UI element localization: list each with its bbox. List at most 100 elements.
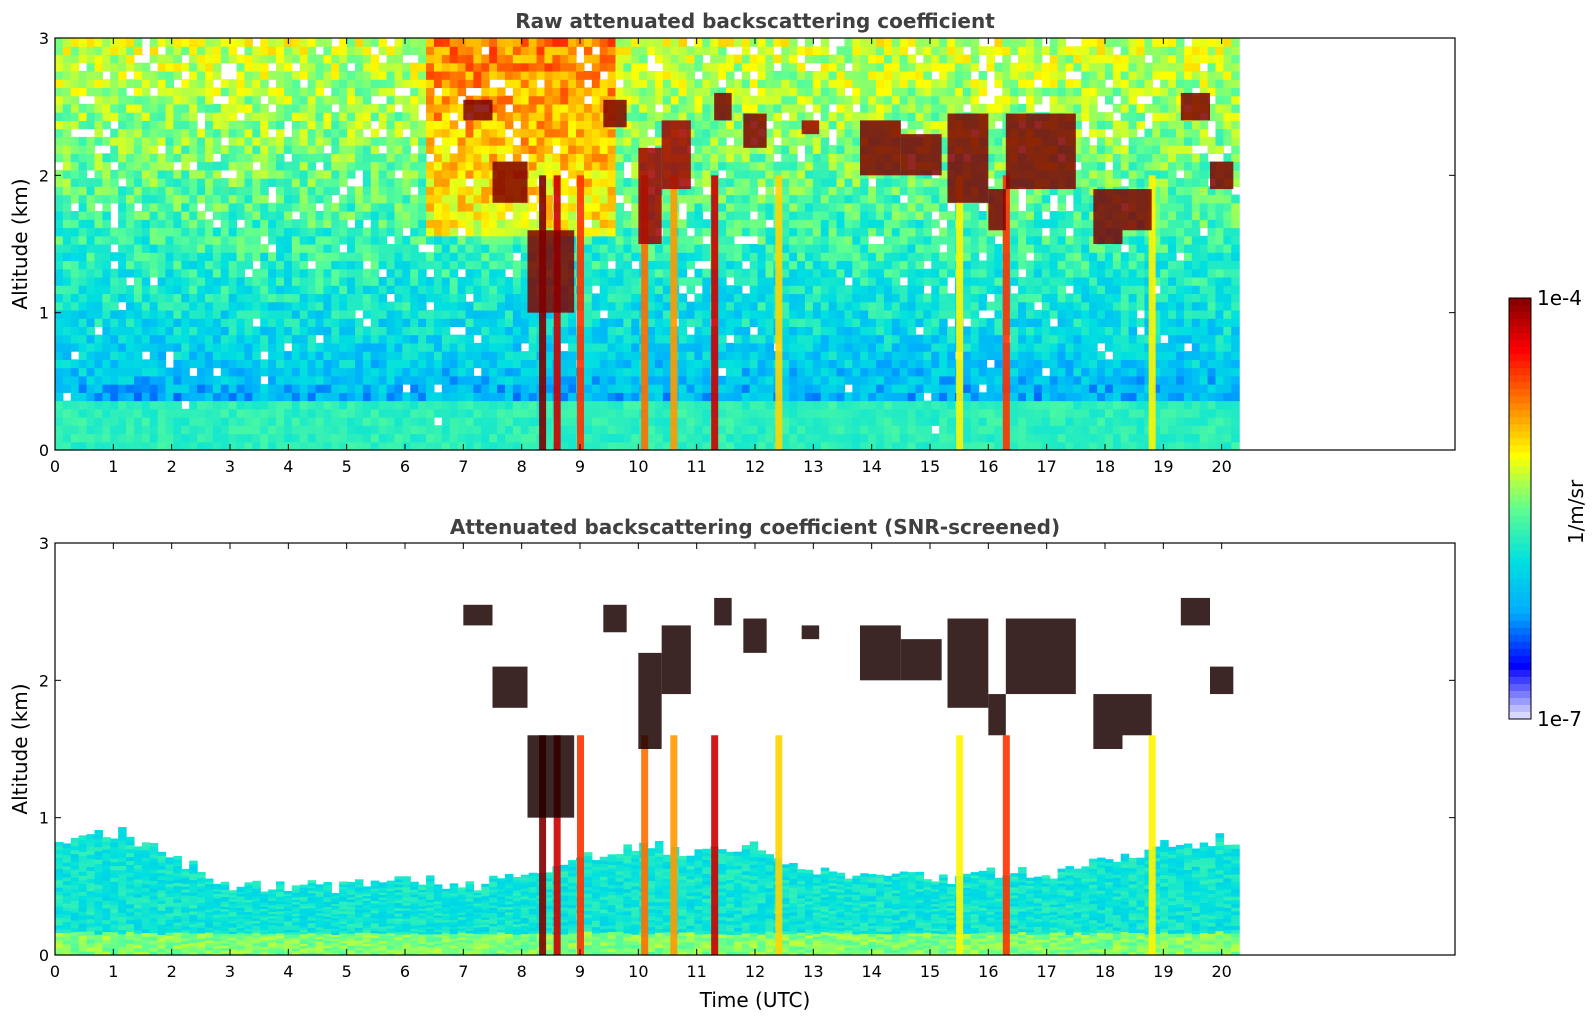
heatmap-cell — [173, 384, 182, 393]
heatmap-cell — [426, 128, 435, 138]
heatmap-cell — [686, 194, 696, 204]
heatmap-cell — [623, 244, 632, 253]
heatmap-cell — [86, 318, 96, 327]
heatmap-cell — [347, 120, 356, 130]
heatmap-cell — [291, 392, 301, 402]
heatmap-cell — [844, 112, 853, 121]
heatmap-cell — [852, 293, 861, 303]
heatmap-cell — [118, 161, 127, 171]
heatmap-cell — [55, 38, 64, 47]
heatmap-cell — [204, 62, 214, 72]
heatmap-cell — [197, 334, 206, 344]
heatmap-cell — [560, 384, 569, 393]
heatmap-cell — [828, 268, 838, 278]
heatmap-cell — [197, 408, 206, 418]
heatmap-cell — [473, 285, 482, 295]
heatmap-cell — [410, 103, 419, 113]
heatmap-cell — [678, 318, 688, 327]
heatmap-cell — [741, 54, 751, 64]
heatmap-cell — [212, 293, 222, 303]
heatmap-cell — [362, 268, 372, 278]
heatmap-cell — [441, 46, 451, 56]
heatmap-cell — [394, 268, 403, 278]
heatmap-cell — [331, 211, 340, 220]
heatmap-cell — [883, 252, 893, 262]
heatmap-cell — [765, 54, 774, 64]
heatmap-cell — [418, 211, 427, 220]
heatmap-cell — [94, 252, 103, 262]
heatmap-cell — [220, 342, 230, 352]
heatmap-cell — [544, 54, 553, 64]
heatmap-cell — [441, 285, 451, 295]
heatmap-cell — [102, 268, 111, 278]
heatmap-cell — [757, 301, 767, 311]
heatmap-cell — [260, 169, 269, 179]
heatmap-cell — [204, 70, 214, 80]
heatmap-cell — [354, 318, 364, 327]
heatmap-cell — [789, 433, 798, 443]
heatmap-cell — [276, 38, 285, 47]
heatmap-cell — [741, 211, 751, 220]
heatmap-cell — [347, 326, 356, 336]
heatmap-cell — [86, 392, 96, 402]
heatmap-cell — [662, 70, 672, 80]
heatmap-cell — [78, 186, 88, 196]
heatmap-cell — [86, 194, 96, 204]
heatmap-cell — [299, 252, 309, 262]
heatmap-cell — [402, 342, 411, 352]
heatmap-cell — [307, 103, 317, 113]
heatmap-cell — [323, 260, 332, 270]
heatmap-cell — [110, 417, 119, 426]
heatmap-cell — [631, 103, 640, 113]
heatmap-cell — [686, 285, 696, 295]
heatmap-cell — [394, 145, 403, 154]
heatmap-cell — [576, 136, 585, 146]
heatmap-cell — [197, 186, 206, 196]
heatmap-cell — [789, 62, 798, 72]
heatmap-cell — [370, 441, 380, 451]
heatmap-cell — [62, 227, 72, 237]
heatmap-cell — [536, 153, 546, 163]
heatmap-cell — [733, 128, 743, 138]
heatmap-cell — [299, 293, 309, 303]
heatmap-cell — [78, 318, 88, 327]
heatmap-cell — [236, 136, 246, 146]
heatmap-cell — [426, 211, 435, 220]
heatmap-cell — [426, 260, 435, 270]
heatmap-cell — [78, 408, 88, 418]
heatmap-cell — [220, 252, 230, 262]
heatmap-cell — [220, 268, 230, 278]
heatmap-cell — [654, 136, 664, 146]
heatmap-cell — [749, 145, 759, 154]
heatmap-cell — [504, 342, 514, 352]
heatmap-cell — [126, 301, 135, 311]
heatmap-cell — [220, 293, 230, 303]
heatmap-cell — [781, 318, 790, 327]
heatmap-cell — [441, 120, 451, 130]
heatmap-cell — [102, 334, 111, 344]
heatmap-cell — [204, 425, 214, 435]
heatmap-cell — [781, 153, 790, 163]
heatmap-cell — [55, 392, 64, 402]
heatmap-cell — [126, 54, 135, 64]
heatmap-cell — [212, 301, 222, 311]
heatmap-cell — [481, 120, 490, 130]
heatmap-cell — [362, 375, 372, 385]
heatmap-cell — [55, 211, 64, 220]
heatmap-cell — [394, 70, 403, 80]
heatmap-cell — [631, 326, 640, 336]
heatmap-cell — [449, 62, 459, 72]
heatmap-cell — [836, 211, 846, 220]
heatmap-cell — [662, 268, 672, 278]
heatmap-cell — [55, 417, 64, 426]
heatmap-cell — [181, 351, 190, 360]
heatmap-cell — [631, 293, 640, 303]
heatmap-cell — [528, 95, 538, 105]
heatmap-cell — [520, 260, 530, 270]
heatmap-cell — [149, 186, 159, 196]
heatmap-cell — [860, 38, 869, 47]
heatmap-cell — [181, 87, 190, 97]
heatmap-cell — [718, 46, 727, 56]
heatmap-cell — [291, 227, 301, 237]
heatmap-cell — [868, 318, 877, 327]
